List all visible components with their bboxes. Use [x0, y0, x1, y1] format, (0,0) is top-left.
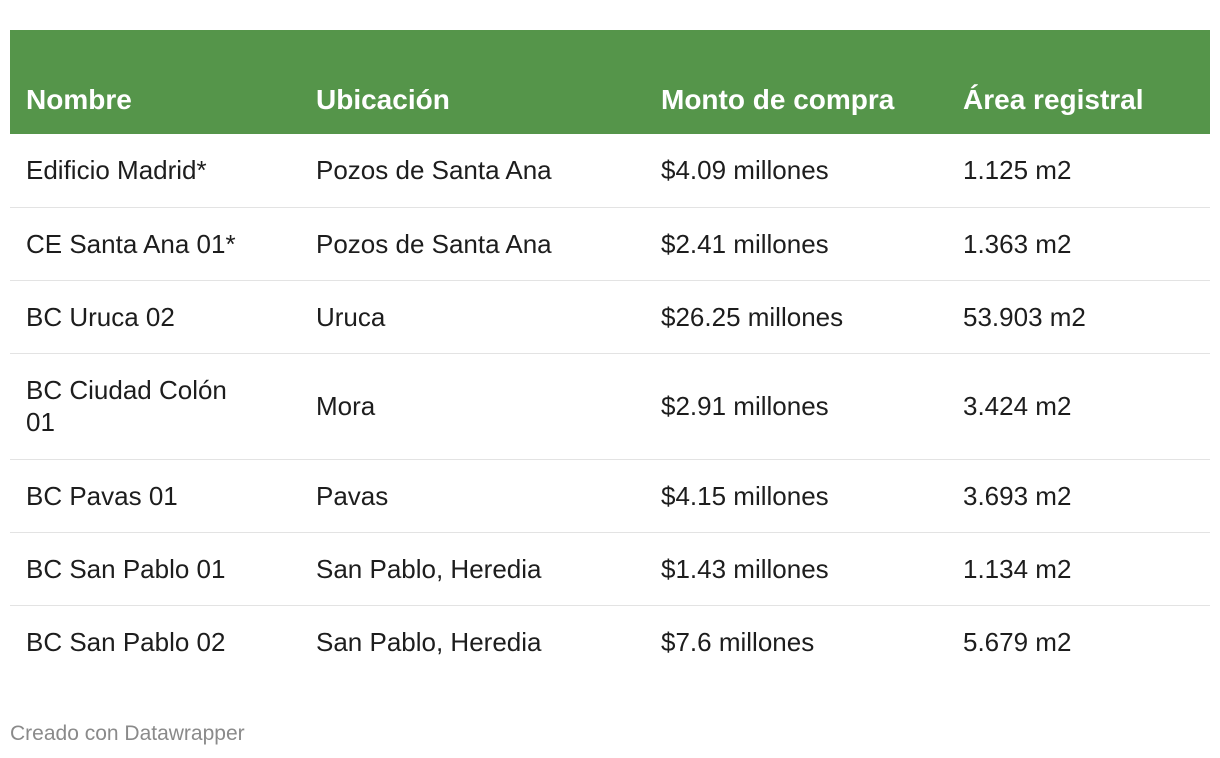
table-header: Nombre Ubicación Monto de compra Área re…	[10, 30, 1210, 134]
column-header-ubicacion[interactable]: Ubicación	[300, 30, 645, 134]
cell-ubicacion: Pozos de Santa Ana	[300, 207, 645, 281]
cell-area: 1.125 m2	[947, 134, 1210, 208]
cell-nombre: BC San Pablo 02	[26, 626, 226, 657]
column-header-area[interactable]: Área registral	[947, 30, 1210, 134]
cell-ubicacion: Mora	[300, 353, 645, 460]
column-header-monto[interactable]: Monto de compra	[645, 30, 947, 134]
cell-area: 1.363 m2	[947, 207, 1210, 281]
data-table-container: Nombre Ubicación Monto de compra Área re…	[10, 30, 1210, 678]
table-row: BC Pavas 01 Pavas $4.15 millones 3.693 m…	[10, 459, 1210, 533]
cell-nombre: BC San Pablo 01	[10, 532, 300, 606]
cell-nombre: CE Santa Ana 01*	[10, 207, 300, 281]
cell-ubicacion: Pavas	[300, 459, 645, 533]
cell-nombre: BC Pavas 01	[10, 459, 300, 533]
cell-monto: $2.41 millones	[645, 207, 947, 281]
table-row: BC Ciudad Colón 01 Mora $2.91 millones 3…	[10, 353, 1210, 460]
cell-monto: $7.6 millones	[661, 626, 815, 657]
cell-nombre: BC Ciudad Colón 01	[10, 353, 300, 460]
cell-ubicacion: San Pablo, Heredia	[300, 532, 645, 606]
table-row: Edificio Madrid* Pozos de Santa Ana $4.0…	[10, 134, 1210, 208]
cell-monto: $2.91 millones	[645, 353, 947, 460]
cell-nombre: BC Uruca 02	[10, 280, 300, 354]
cell-ubicacion: Uruca	[300, 280, 645, 354]
table-row: BC San Pablo 01 San Pablo, Heredia $1.43…	[10, 532, 1210, 606]
cell-monto: $4.09 millones	[645, 134, 947, 208]
cell-area: 53.903 m2	[947, 280, 1210, 354]
data-table: Nombre Ubicación Monto de compra Área re…	[10, 30, 1210, 678]
cell-ubicacion: Pozos de Santa Ana	[300, 134, 645, 208]
datawrapper-credit[interactable]: Creado con Datawrapper	[10, 722, 245, 745]
table-row: BC San Pablo 02 San Pablo, Heredia $7.6 …	[10, 605, 1210, 678]
cell-monto: $26.25 millones	[645, 280, 947, 354]
table-row: CE Santa Ana 01* Pozos de Santa Ana $2.4…	[10, 207, 1210, 281]
cell-monto: $1.43 millones	[645, 532, 947, 606]
cell-area: 5.679 m2	[963, 626, 1072, 657]
cell-ubicacion: San Pablo, Heredia	[316, 626, 542, 657]
cell-area: 1.134 m2	[947, 532, 1210, 606]
header-row: Nombre Ubicación Monto de compra Área re…	[10, 30, 1210, 134]
cell-area: 3.424 m2	[947, 353, 1210, 460]
cell-nombre: Edificio Madrid*	[10, 134, 300, 208]
table-row: BC Uruca 02 Uruca $26.25 millones 53.903…	[10, 280, 1210, 354]
cell-monto: $4.15 millones	[645, 459, 947, 533]
column-header-nombre[interactable]: Nombre	[10, 30, 300, 134]
table-body: Edificio Madrid* Pozos de Santa Ana $4.0…	[10, 134, 1210, 678]
cell-area: 3.693 m2	[947, 459, 1210, 533]
